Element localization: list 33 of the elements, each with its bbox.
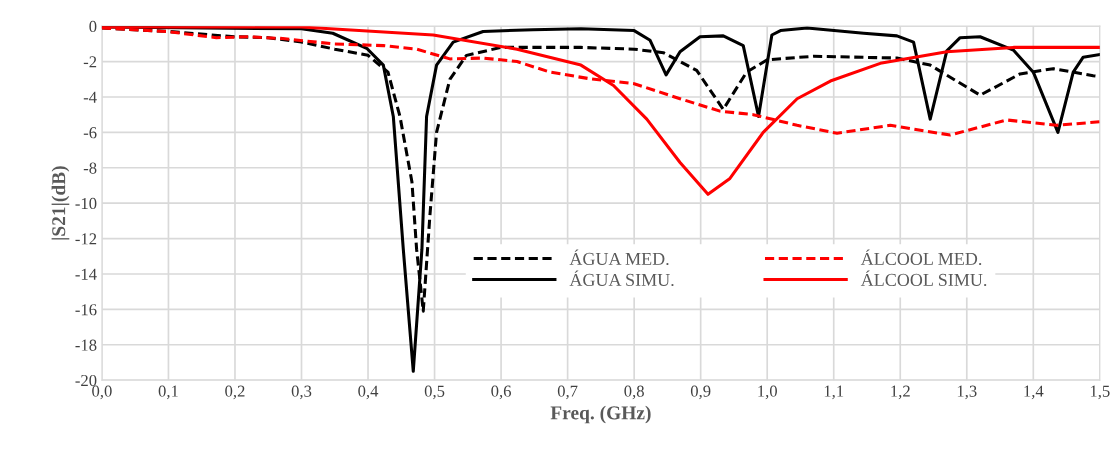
y-tick-label: -2 xyxy=(83,56,97,68)
x-axis-title: Freq. (GHz) xyxy=(550,405,651,424)
x-tick-label: 1,3 xyxy=(957,385,977,400)
legend-label: ÁLCOOL SIMU. xyxy=(860,270,987,287)
y-tick-label: -18 xyxy=(75,339,97,351)
x-tick-label: 0,8 xyxy=(624,385,644,400)
y-tick-label: -12 xyxy=(75,233,97,245)
x-tick-label: 0,4 xyxy=(358,385,379,400)
legend-label: ÁLCOOL MED. xyxy=(860,249,982,266)
x-tick-label: 1,2 xyxy=(891,385,910,400)
legend-label: ÁGUA SIMU. xyxy=(569,270,674,287)
y-tick-label: -6 xyxy=(83,127,97,139)
x-tick-label: 0,6 xyxy=(491,385,512,400)
x-tick-label: 0,9 xyxy=(690,385,711,400)
x-tick-label: 0,7 xyxy=(557,385,578,400)
y-tick-label: 0 xyxy=(89,20,97,33)
x-tick-label: 0,1 xyxy=(158,385,178,400)
x-tick-label: 1,1 xyxy=(824,385,844,400)
x-tick-label: 0,3 xyxy=(291,385,312,400)
x-tick-label: 0,2 xyxy=(225,385,245,400)
x-tick-label: 1,0 xyxy=(758,385,777,400)
y-tick-label: -10 xyxy=(75,197,97,210)
x-tick-label: 0,0 xyxy=(92,385,112,400)
legend-label: ÁGUA MED. xyxy=(569,249,669,266)
y-tick-label: -20 xyxy=(75,374,97,387)
x-tick-label: 1,4 xyxy=(1024,385,1044,400)
y-tick-label: -4 xyxy=(83,91,97,103)
y-axis-title: |S21|(dB) xyxy=(51,166,70,240)
y-tick-label: -8 xyxy=(83,162,97,174)
x-tick-label: 1,5 xyxy=(1090,385,1110,400)
x-tick-label: 0,5 xyxy=(424,385,445,400)
y-tick-label: -16 xyxy=(75,304,97,316)
y-tick-label: -14 xyxy=(75,268,97,280)
